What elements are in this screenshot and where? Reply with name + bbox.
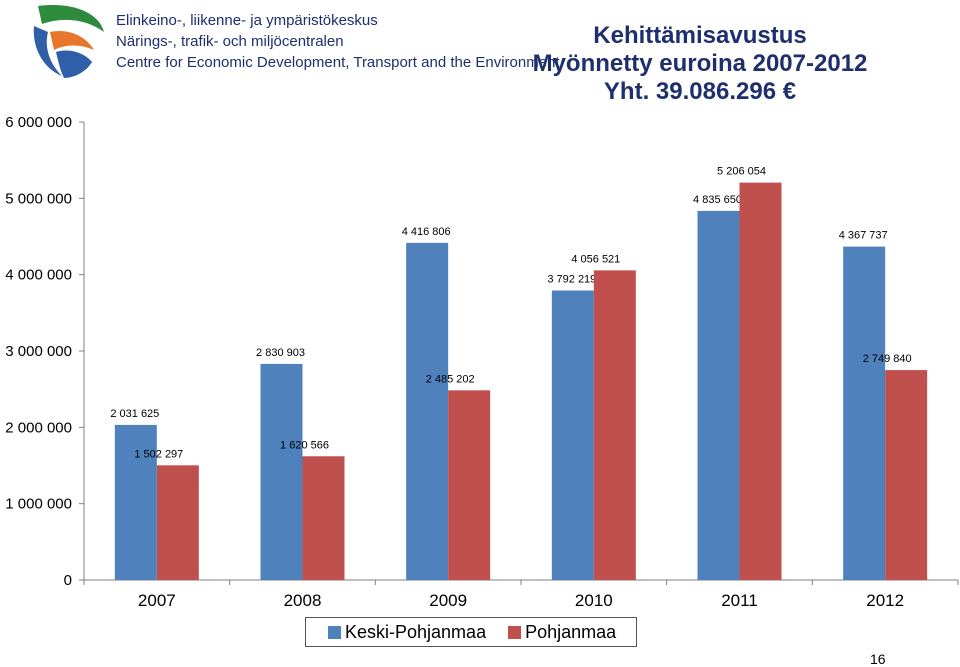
x-tick-label: 2007 (138, 591, 176, 610)
bar-pohjanmaa (885, 370, 928, 580)
legend-label-keski-pohjanmaa: Keski-Pohjanmaa (345, 621, 487, 642)
y-tick-label: 6 000 000 (5, 114, 72, 131)
y-tick-label: 2 000 000 (5, 419, 72, 436)
data-label: 1 620 566 (280, 439, 329, 451)
x-tick-label: 2012 (866, 591, 904, 610)
organization-name: Elinkeino-, liikenne- ja ympäristökeskus… (116, 10, 560, 73)
y-tick-label: 1 000 000 (5, 496, 72, 513)
x-tick-label: 2011 (721, 591, 758, 610)
data-label: 2 749 840 (863, 353, 912, 365)
data-label: 5 206 054 (717, 166, 766, 178)
bar-keski-pohjanmaa (406, 242, 449, 581)
bar-keski-pohjanmaa (843, 246, 886, 580)
ely-centre-logo-icon (33, 5, 104, 78)
bar-keski-pohjanmaa (697, 210, 740, 580)
legend-swatch-pohjanmaa (508, 625, 522, 639)
data-label: 4 367 737 (839, 230, 888, 242)
y-tick-label: 4 000 000 (5, 267, 72, 284)
chart-title-line-1: Kehittämisavustus (593, 22, 807, 49)
legend-item-keski-pohjanmaa: Keski-Pohjanmaa (328, 622, 486, 643)
data-label: 4 416 806 (402, 226, 451, 238)
y-tick-label: 5 000 000 (5, 190, 72, 207)
data-label: 3 792 219 (547, 274, 596, 286)
bar-pohjanmaa (739, 182, 782, 580)
bar-pohjanmaa (156, 465, 199, 580)
chart-title-line-2: Myönnetty euroina 2007-2012 (532, 50, 868, 77)
org-name-swedish: Närings-, trafik- och miljöcentralen (116, 33, 344, 50)
data-label: 2 485 202 (426, 373, 475, 385)
page-number: 16 (870, 651, 886, 667)
x-tick-label: 2010 (575, 591, 613, 610)
chart-title: Kehittämisavustus Myönnetty euroina 2007… (520, 22, 880, 106)
x-tick-label: 2009 (429, 591, 467, 610)
data-label: 2 830 903 (256, 347, 305, 359)
legend-item-pohjanmaa: Pohjanmaa (508, 622, 616, 643)
chart-title-line-3: Yht. 39.086.296 € (603, 78, 797, 105)
bar-pohjanmaa (448, 390, 491, 580)
data-label: 4 056 521 (571, 253, 620, 265)
org-name-english: Centre for Economic Development, Transpo… (116, 54, 560, 71)
data-label: 4 835 650 (693, 194, 742, 206)
org-name-finnish: Elinkeino-, liikenne- ja ympäristökeskus (116, 12, 378, 29)
y-tick-label: 3 000 000 (5, 343, 72, 360)
bar-keski-pohjanmaa (551, 290, 594, 580)
y-tick-label: 0 (64, 572, 72, 589)
data-label: 1 502 297 (134, 448, 183, 460)
data-label: 2 031 625 (110, 408, 159, 420)
bar-pohjanmaa (302, 456, 345, 580)
bar-keski-pohjanmaa (260, 363, 303, 580)
x-tick-label: 2008 (284, 591, 322, 610)
bar-pohjanmaa (593, 270, 636, 580)
legend-label-pohjanmaa: Pohjanmaa (525, 621, 617, 642)
bar-keski-pohjanmaa (114, 424, 157, 580)
legend-swatch-keski-pohjanmaa (328, 625, 341, 639)
chart-legend: Keski-Pohjanmaa Pohjanmaa (305, 617, 637, 647)
